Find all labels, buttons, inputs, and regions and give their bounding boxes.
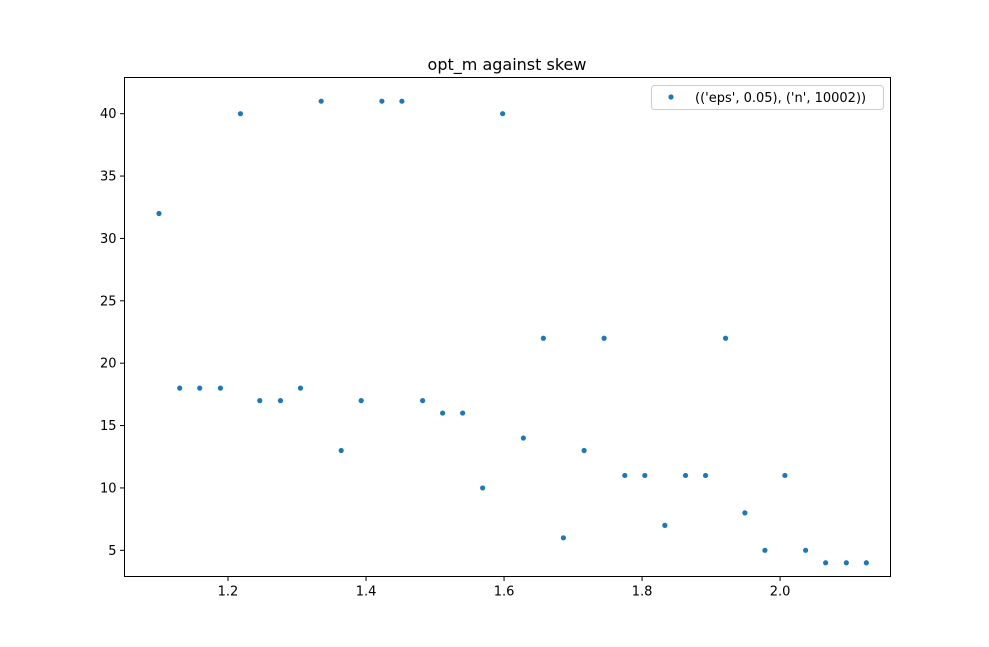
x-tick-label: 1.2 [218,585,239,600]
y-tick-label: 20 [100,357,117,372]
data-point [379,98,385,104]
data-point [642,472,648,479]
y-tick-label: 25 [100,294,117,309]
data-point [318,98,324,104]
data-points [156,98,869,566]
data-point [662,522,668,528]
data-point [682,472,689,479]
data-point [520,435,526,441]
data-point [762,547,768,553]
data-point [622,472,628,479]
data-point [197,385,203,391]
data-point [358,398,364,404]
data-point [338,447,344,454]
data-point [742,510,748,516]
y-tick-label: 40 [100,107,117,122]
y-tick-label: 35 [100,170,117,185]
data-point [257,398,263,404]
x-tick-label: 1.4 [356,585,377,600]
chart-title: opt_m against skew [428,55,587,75]
y-tick-label: 30 [100,232,117,247]
x-tick-label: 1.8 [632,585,653,600]
data-point [156,210,162,217]
data-point [782,472,788,479]
plot-frame [124,77,891,577]
data-point [177,385,183,391]
data-point [601,335,607,341]
data-point [581,447,587,454]
data-point [277,398,284,404]
legend-label: (('eps', 0.05), ('n', 10002)) [695,91,866,106]
data-point [823,560,829,566]
data-point [863,560,869,566]
legend-marker [668,94,674,100]
data-point [480,485,486,491]
data-point [297,385,304,391]
data-point [420,398,426,404]
data-point [540,335,546,341]
legend-box [651,85,884,110]
y-tick-label: 15 [100,419,117,434]
legend: (('eps', 0.05), ('n', 10002)) [651,85,884,110]
data-point [560,535,566,541]
x-tick-label: 1.6 [494,585,515,600]
data-point [722,335,729,341]
axes: 1.2 1.4 1.6 1.8 2.0 5 10 15 20 25 30 35 40 [100,107,790,599]
data-point [440,410,446,416]
data-point [460,410,466,416]
x-tick-label: 2.0 [770,585,791,600]
y-tick-label: 10 [100,481,117,496]
y-tick-label: 5 [108,544,116,559]
data-point [803,547,809,553]
data-point [843,560,849,566]
data-point [237,111,244,117]
data-point [500,111,506,117]
data-point [702,472,709,479]
data-point [399,98,405,104]
data-point [217,385,224,391]
